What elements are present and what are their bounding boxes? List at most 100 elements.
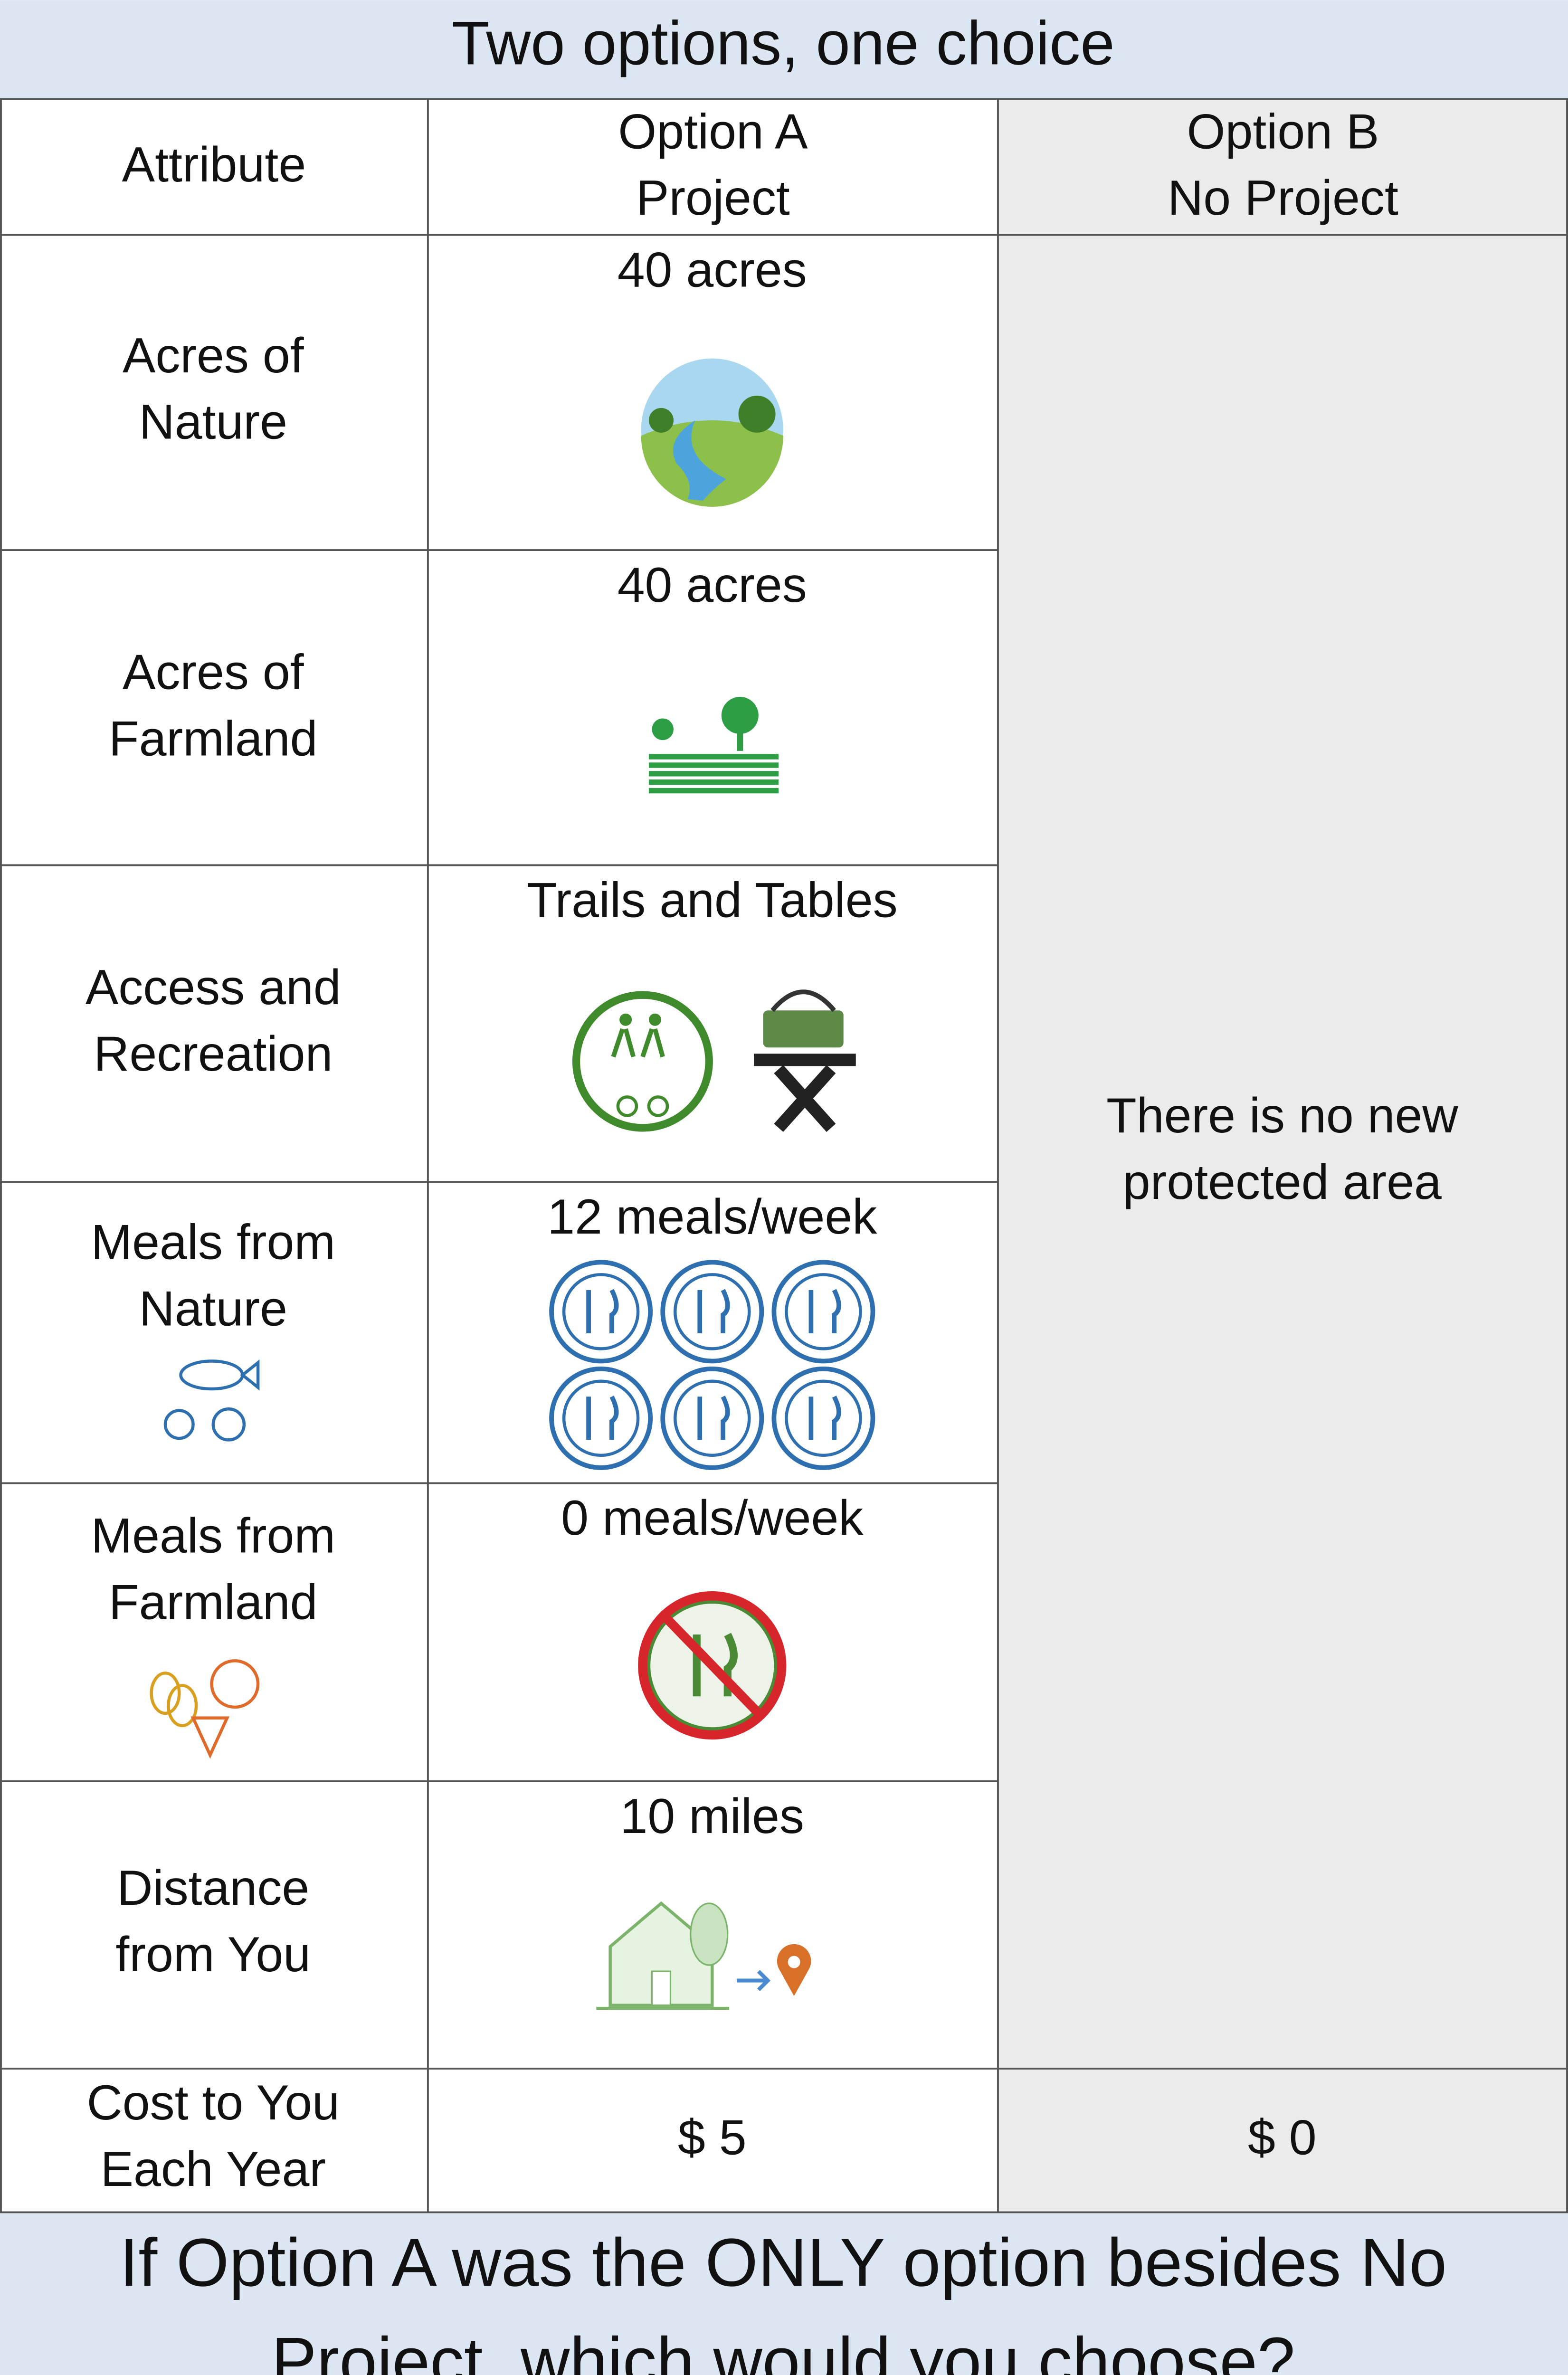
pin [777,1944,811,1996]
tree [652,718,674,741]
hiker [648,1013,661,1026]
attribute-label: Each Year [101,2142,326,2197]
attribute-label: Acres of [123,328,304,383]
trail-ring [572,991,713,1132]
option-a-value: Trails and Tables [527,873,898,928]
option-a-value: $ 5 [678,2110,747,2165]
fish-berries-icon [163,1359,260,1442]
berry [211,1407,246,1442]
field-row [648,762,779,768]
river [673,420,726,501]
option-b-note: There is no new [1106,1088,1458,1143]
pin-dot [788,1956,800,1968]
field-row [648,779,779,785]
option-a-value: 10 miles [620,1789,805,1844]
plate [660,1260,764,1364]
fish [179,1359,244,1391]
tree [721,697,759,734]
column-header: Option B [1187,104,1379,159]
handle [770,989,836,1012]
farm-food-icon [150,1659,260,1759]
attribute-label: Farmland [109,711,318,766]
distance-icon [596,1901,811,2010]
cutlery [808,1289,841,1333]
plate-inner [673,1379,751,1457]
attribute-label: Nature [139,1282,287,1337]
plate-inner [785,1379,862,1457]
plate [549,1260,653,1364]
legs [774,1065,836,1132]
column-header: Attribute [122,137,306,192]
attribute-label: Meals from [91,1215,335,1270]
attribute-label: Cost to You [87,2075,340,2130]
cutlery [586,1396,619,1440]
cutlery [697,1396,730,1440]
question: If Option A was the ONLY option besides … [120,2224,1447,2300]
attribute-label: Farmland [109,1575,318,1630]
door [651,1970,672,2006]
option-b-value: $ 0 [1248,2110,1317,2165]
trail-icon [572,991,713,1132]
field-row [648,754,779,760]
wheel [647,1095,669,1117]
title-band [0,0,1568,99]
plate-inner [562,1273,640,1350]
option-a-value: 40 acres [618,242,807,297]
tree [690,1902,729,1966]
arrow [737,1970,771,1991]
plate [549,1366,653,1470]
egg [150,1672,181,1715]
basket [763,1010,844,1048]
plate [660,1366,764,1470]
field-row [648,771,779,777]
attribute-label: Meals from [91,1509,335,1564]
cutlery [697,1289,730,1333]
attribute-label: Recreation [94,1026,333,1082]
plate-inner [785,1273,862,1350]
option-b-note: protected area [1123,1155,1442,1210]
plate [771,1260,875,1364]
tabletop [754,1054,856,1066]
tomato [210,1659,260,1709]
meals-icon [549,1260,875,1470]
column-header: Project [636,171,790,226]
plate [771,1366,875,1470]
title: Two options, one choice [452,8,1115,77]
attribute-label: Acres of [123,645,304,700]
wheel [616,1095,638,1117]
question: Project, which would you choose? [271,2323,1295,2375]
option-a-value: 12 meals/week [547,1189,877,1244]
hiker [619,1013,632,1026]
plate-inner [562,1379,640,1457]
column-header: No Project [1168,171,1398,226]
cutlery [586,1289,619,1333]
house [608,1901,714,2007]
fish-tail [240,1359,260,1391]
nature-icon [641,358,783,507]
option-a-value: 40 acres [618,558,807,613]
no-meals-icon [638,1591,787,1740]
hikers [611,1028,665,1058]
plate-inner [673,1273,751,1350]
field-row [648,788,779,794]
no-slash [661,1613,764,1719]
option-b-column [998,99,1568,2213]
tree [738,395,776,433]
attribute-label: Nature [139,395,287,450]
option-a-value: 0 meals/week [561,1491,864,1546]
strawberry [190,1716,230,1759]
trunk [737,726,743,751]
picnic-icon [754,989,856,1132]
no-ring [638,1591,787,1740]
attribute-label: Access and [86,960,341,1015]
column-header: Option A [618,104,808,159]
berry [163,1409,195,1440]
attribute-label: Distance [117,1861,309,1916]
question-band [0,2212,1568,2375]
grass [641,420,783,507]
cutlery [808,1396,841,1440]
egg [167,1684,198,1728]
attribute-label: from You [115,1927,311,1982]
